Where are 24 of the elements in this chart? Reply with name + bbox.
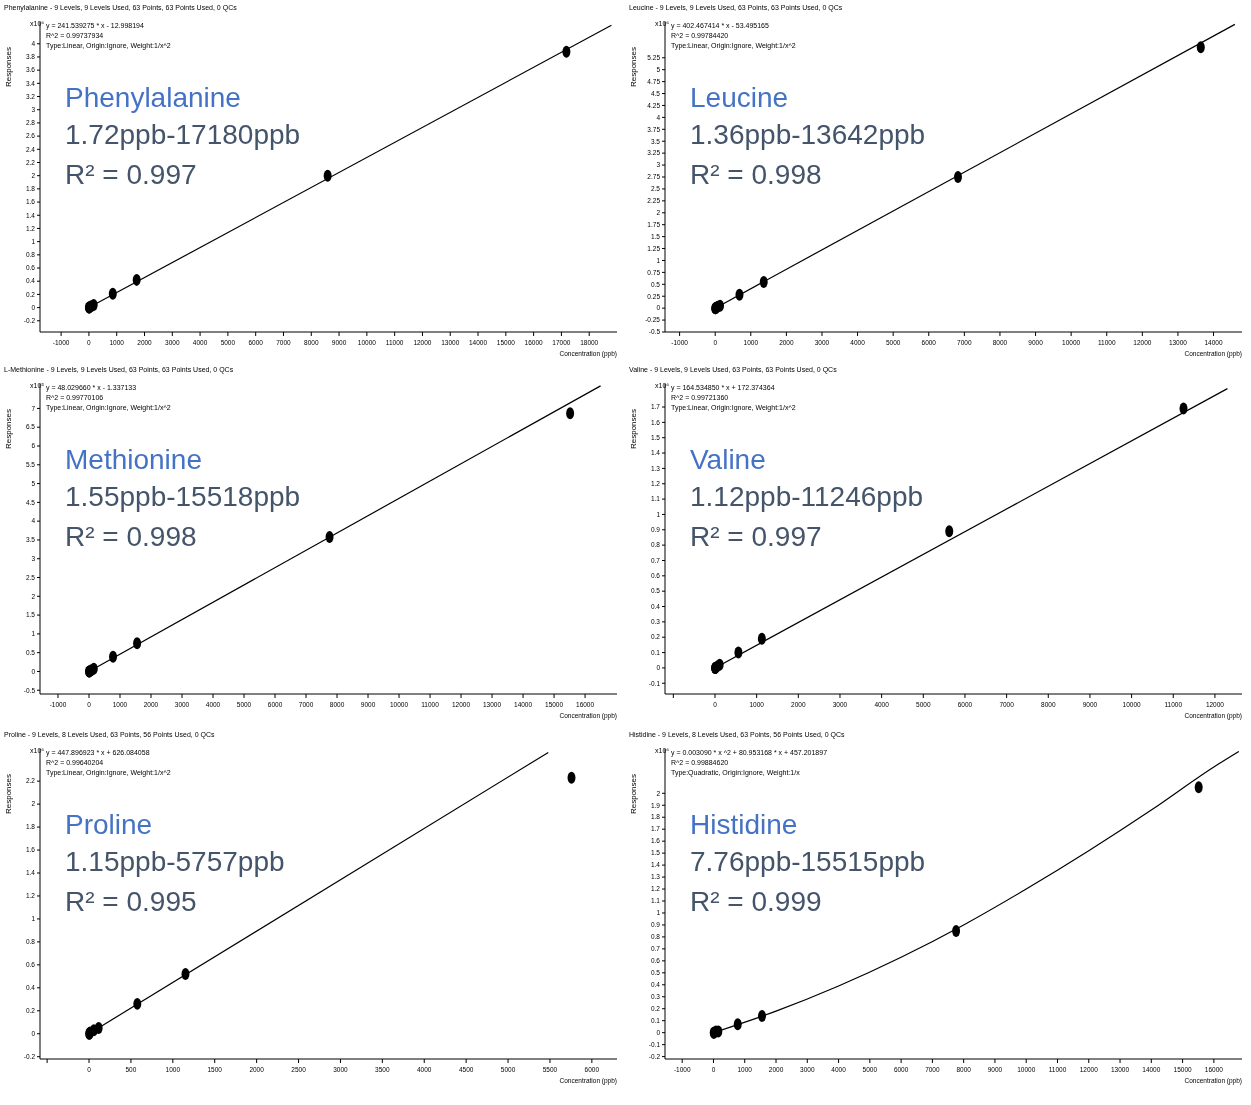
annotation: R² = 0.998 — [65, 521, 197, 552]
annotation: R² = 0.999 — [690, 886, 822, 917]
annotation: Methionine — [65, 444, 202, 475]
annotation: 7.76ppb-15515ppb — [690, 846, 926, 877]
annotation: 1.72ppb-17180ppb — [65, 119, 301, 150]
y-axis-title: Responses — [629, 773, 638, 815]
annotation: R² = 0.998 — [690, 159, 822, 190]
annotation: 1.36ppb-13642ppb — [690, 119, 926, 150]
annotation: Valine — [690, 444, 766, 475]
y-axis-title: Responses — [4, 773, 13, 815]
annotation: Phenylalanine — [65, 82, 241, 113]
y-axis-title: Responses — [629, 46, 638, 88]
y-axis-title: Responses — [4, 408, 13, 450]
annotation: Histidine — [690, 809, 798, 840]
annotation: 1.15ppb-5757ppb — [65, 846, 285, 877]
annotation: Leucine — [690, 82, 789, 113]
annotation: 1.12ppb-11246ppb — [690, 481, 924, 512]
annotation: 1.55ppb-15518ppb — [65, 481, 301, 512]
annotation: R² = 0.997 — [690, 521, 822, 552]
annotation: Proline — [65, 809, 153, 840]
y-axis-title: Responses — [629, 408, 638, 450]
annotation: R² = 0.995 — [65, 886, 197, 917]
annotation: R² = 0.997 — [65, 159, 197, 190]
y-axis-title: Responses — [4, 46, 13, 88]
